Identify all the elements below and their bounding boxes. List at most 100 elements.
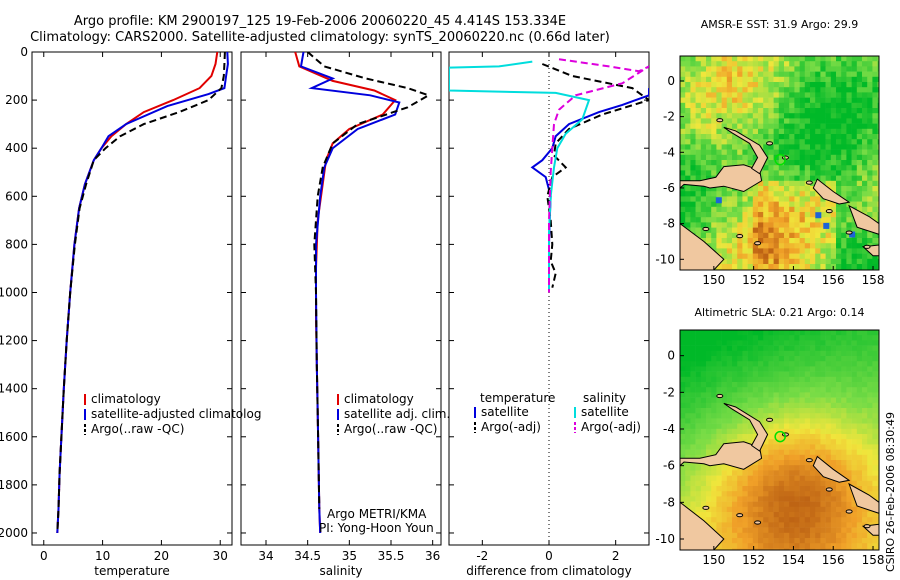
map-cell <box>799 232 806 239</box>
map-cell <box>815 113 821 119</box>
map-cell <box>706 82 712 88</box>
map-cell <box>768 238 774 244</box>
map-cell <box>851 92 858 98</box>
map-cell <box>804 258 811 265</box>
map-cell <box>830 180 837 187</box>
map-cell <box>846 366 852 372</box>
map-cell <box>726 87 733 93</box>
map-cell <box>841 460 847 466</box>
map-cell <box>784 87 790 93</box>
map-cell <box>799 475 806 482</box>
map-cell <box>758 345 764 352</box>
map-cell <box>846 201 852 208</box>
map-cell <box>716 87 722 93</box>
map-cell <box>856 371 863 378</box>
map-cell <box>747 258 754 265</box>
legend-label: satellite adj. clim. <box>344 407 450 421</box>
map-cell <box>721 134 728 140</box>
map-cell <box>877 128 879 135</box>
map-cell <box>732 191 738 197</box>
map-cell <box>841 408 847 414</box>
map-cell <box>836 371 842 378</box>
map-cell <box>867 350 873 357</box>
map-cell <box>690 61 696 67</box>
map-cell <box>763 356 769 362</box>
map-cell <box>737 366 743 372</box>
map-cell <box>836 460 842 466</box>
map-cell <box>747 201 754 208</box>
map-cell <box>836 538 842 544</box>
map-cell <box>690 196 696 202</box>
map-cell <box>815 428 821 435</box>
map-cell <box>778 264 785 270</box>
map-cell <box>836 186 842 192</box>
map-cell <box>695 191 702 197</box>
map-cell <box>716 56 722 62</box>
map-cell <box>732 217 738 223</box>
map-cell <box>851 340 858 346</box>
y-tick-label: -8 <box>663 495 675 509</box>
map-cell <box>716 356 722 362</box>
map-cell <box>768 108 774 114</box>
map-cell <box>763 538 769 544</box>
map-cell <box>804 532 811 539</box>
map-cell <box>799 102 806 109</box>
map-cell <box>841 382 847 388</box>
map-cell <box>768 196 774 202</box>
map-cell <box>711 434 717 440</box>
map-cell <box>804 212 811 218</box>
map-cell <box>877 149 879 156</box>
map-cell <box>747 543 754 549</box>
map-cell <box>851 258 858 265</box>
map-cell <box>700 439 707 445</box>
map-cell <box>872 102 878 109</box>
map-cell <box>804 227 811 234</box>
map-cell <box>804 413 811 419</box>
map-cell <box>825 87 832 93</box>
map-cell <box>867 340 873 346</box>
map-cell <box>841 186 847 192</box>
map-cell <box>778 397 785 404</box>
map-cell <box>841 123 847 130</box>
map-cell <box>836 180 842 187</box>
map-cell <box>841 491 847 497</box>
map-cell <box>804 548 811 550</box>
map-cell <box>820 449 826 456</box>
map-cell <box>825 97 832 104</box>
map-cell <box>830 66 837 72</box>
islet <box>702 226 710 232</box>
map-cell <box>810 392 816 398</box>
x-tick-label: -2 <box>476 549 488 563</box>
map-cell <box>690 382 696 388</box>
series-group <box>294 52 431 534</box>
map-cell <box>836 160 842 166</box>
map-cell <box>706 149 712 156</box>
map-cell <box>784 527 790 534</box>
map-cell <box>768 350 774 357</box>
map-cell <box>825 175 832 182</box>
map-cell <box>836 212 842 218</box>
map-cell <box>799 71 806 78</box>
map-cell <box>784 253 790 260</box>
map-cell <box>856 449 863 456</box>
map-cell <box>711 413 717 419</box>
map-cell <box>685 350 691 357</box>
legend-label: satellite <box>481 405 529 419</box>
map-cell <box>815 222 821 228</box>
map-cell <box>836 123 842 130</box>
map-cell <box>752 350 759 357</box>
map-cell <box>690 97 696 104</box>
map-cell <box>706 170 712 176</box>
map-cell <box>867 201 873 208</box>
map-cell <box>856 191 863 197</box>
map-cell <box>851 548 858 550</box>
map-cell <box>846 87 852 93</box>
map-cell <box>846 71 852 78</box>
y-tick-label: -2 <box>663 385 675 399</box>
map-cell <box>763 180 769 187</box>
map-cell <box>726 434 733 440</box>
map-cell <box>872 186 878 192</box>
map-cell <box>737 330 743 336</box>
map-cell <box>815 232 821 239</box>
map-cell <box>721 212 728 218</box>
